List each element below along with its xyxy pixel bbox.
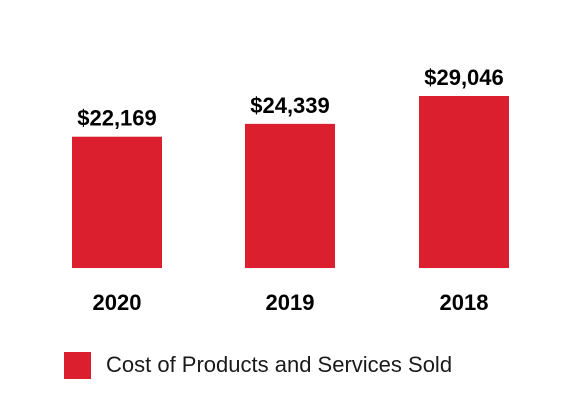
x-tick-label-2020: 2020 <box>93 290 142 315</box>
legend-swatch <box>64 351 91 379</box>
bar-2020 <box>72 136 162 268</box>
value-label-2020: $22,169 <box>77 106 157 131</box>
legend-label: Cost of Products and Services Sold <box>106 352 453 377</box>
bar-2019 <box>245 123 335 268</box>
x-tick-label-2018: 2018 <box>440 290 489 315</box>
x-tick-label-2019: 2019 <box>266 290 315 315</box>
legend: Cost of Products and Services Sold <box>64 350 452 380</box>
bar-2018 <box>419 96 509 268</box>
bar-chart: $22,169 2020 $24,339 2019 $29,046 2018 <box>72 65 509 315</box>
value-label-2019: $24,339 <box>250 93 330 118</box>
value-label-2018: $29,046 <box>424 65 504 90</box>
